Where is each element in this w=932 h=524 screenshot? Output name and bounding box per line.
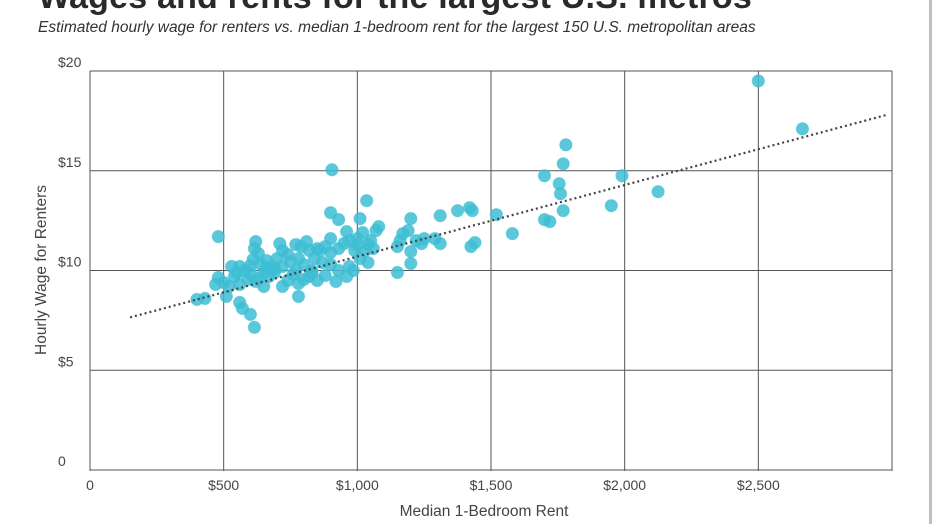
- x-tick-label: $2,000: [603, 477, 646, 493]
- data-point: [505, 226, 520, 241]
- data-point: [257, 279, 271, 294]
- data-point: [325, 163, 339, 177]
- data-point: [651, 184, 665, 199]
- data-point: [559, 138, 573, 152]
- data-point: [297, 272, 311, 287]
- data-point: [465, 203, 479, 218]
- grid-lines: [89, 70, 893, 471]
- data-point: [543, 214, 557, 229]
- data-point: [329, 274, 343, 289]
- chart-subtitle: Estimated hourly wage for renters vs. me…: [38, 19, 756, 36]
- data-point: [267, 265, 282, 280]
- y-tick-label: $10: [58, 254, 82, 270]
- chart-title: Wages and rents for the largest U.S. met…: [38, 0, 752, 17]
- data-point: [323, 205, 338, 220]
- y-axis-title: Hourly Wage for Renters: [33, 185, 50, 355]
- data-point: [247, 320, 262, 335]
- y-tick-label: $5: [58, 353, 74, 369]
- data-point: [331, 212, 346, 227]
- data-point: [299, 234, 314, 249]
- data-point: [224, 259, 239, 274]
- x-tick-label: 0: [86, 477, 94, 493]
- data-point: [313, 243, 327, 258]
- data-point: [604, 198, 618, 213]
- y-tick-label: $20: [58, 54, 82, 70]
- data-point: [404, 211, 418, 226]
- tick-labels: 0 $5 $10 $15 $20 0 $500 $1,000 $1,500 $2,000 $2,50…: [58, 54, 780, 493]
- data-point: [190, 292, 204, 307]
- data-point: [450, 203, 465, 218]
- data-point: [751, 74, 766, 88]
- data-point: [366, 241, 381, 256]
- data-point: [359, 193, 374, 208]
- data-point: [390, 265, 405, 280]
- y-tick-label: $15: [58, 154, 82, 170]
- data-point: [305, 265, 319, 280]
- data-point: [369, 223, 383, 238]
- data-point: [489, 207, 504, 222]
- data-point: [537, 169, 552, 183]
- trend-line: [129, 113, 887, 319]
- data-point: [615, 169, 629, 183]
- data-point: [433, 208, 447, 223]
- data-point: [243, 307, 258, 322]
- data-point: [275, 279, 290, 294]
- data-point: [404, 244, 418, 259]
- data-point: [795, 122, 810, 136]
- data-point: [361, 255, 375, 270]
- data-point: [291, 289, 306, 304]
- y-tick-label: 0: [58, 453, 66, 469]
- data-point: [404, 256, 418, 271]
- data-point: [211, 229, 226, 244]
- x-tick-label: $2,500: [737, 477, 780, 493]
- x-tick-label: $500: [208, 477, 239, 493]
- data-point: [464, 239, 478, 254]
- data-point: [556, 157, 570, 171]
- x-axis-title: Median 1-Bedroom Rent: [400, 503, 570, 520]
- data-point: [339, 269, 354, 284]
- data-point: [553, 186, 568, 201]
- data-point: [353, 211, 367, 226]
- data-point: [208, 277, 223, 292]
- x-tick-label: $1,500: [470, 477, 513, 493]
- x-tick-label: $1,000: [336, 477, 379, 493]
- data-points: [190, 74, 810, 335]
- data-point: [556, 203, 570, 218]
- data-point: [273, 236, 287, 251]
- scrollbar-edge: [929, 0, 932, 524]
